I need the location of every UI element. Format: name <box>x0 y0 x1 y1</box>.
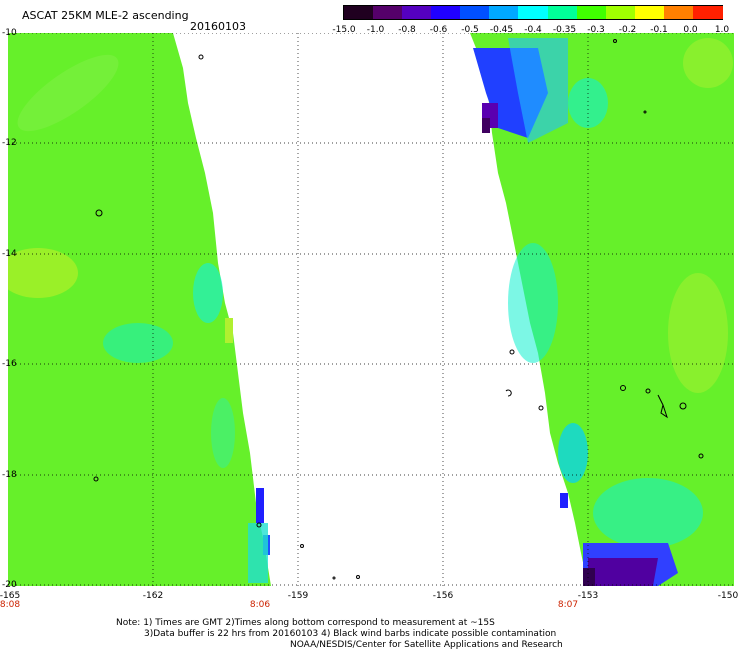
purple-cell <box>482 118 490 133</box>
colorbar-segment <box>605 6 636 19</box>
patch <box>8 248 78 298</box>
left-swath <box>8 33 271 586</box>
colorbar-tick-label: -0.35 <box>552 25 577 35</box>
chart-title: ASCAT 25KM MLE-2 ascending <box>22 9 189 22</box>
colorbar-tick-label: -0.8 <box>398 25 416 35</box>
colorbar-tick-label: -0.1 <box>650 25 668 35</box>
colorbar-tick-label: -0.6 <box>429 25 448 35</box>
purple-cell <box>583 568 595 586</box>
colorbar <box>343 5 723 20</box>
cyan-cell <box>248 523 268 583</box>
blue-cell <box>256 488 264 523</box>
lon-label: -156 <box>432 591 454 601</box>
lat-label: -10 <box>2 28 17 38</box>
colorbar-tick-label: -1.0 <box>366 25 385 35</box>
footer-credit: NOAA/NESDIS/Center for Satellite Applica… <box>290 640 563 650</box>
time-label: 8:08 <box>0 600 21 610</box>
colorbar-tick-label: -0.5 <box>461 25 479 35</box>
blue-cell <box>560 493 568 508</box>
colorbar-segment <box>344 6 375 19</box>
colorbar-segment <box>576 6 607 19</box>
colorbar-segment <box>460 6 491 19</box>
patch <box>193 263 223 323</box>
colorbar-tick-label: -15.0 <box>332 25 356 35</box>
colorbar-segment <box>547 6 578 19</box>
cyan-patch <box>593 478 703 548</box>
grid <box>8 33 734 586</box>
lon-label: -162 <box>142 591 164 601</box>
colorbar-tick-label: 1.0 <box>714 25 730 35</box>
colorbar-segment <box>518 6 549 19</box>
time-label: 8:07 <box>557 600 579 610</box>
swath-map <box>8 33 734 586</box>
colorbar-segment <box>634 6 665 19</box>
lon-label: -165 <box>0 591 21 601</box>
lat-label: -14 <box>2 249 17 259</box>
cyan-patch <box>508 243 558 363</box>
lime-cell <box>225 318 233 343</box>
colorbar-segment <box>489 6 520 19</box>
lon-label: -159 <box>287 591 309 601</box>
chart-date: 20160103 <box>190 20 246 33</box>
purple-patch <box>588 558 658 586</box>
colorbar-segment <box>431 6 462 19</box>
colorbar-tick-label: 0.0 <box>683 25 698 35</box>
lon-label: -150 <box>717 591 739 601</box>
cyan-patch <box>558 423 588 483</box>
lat-label: -18 <box>2 470 17 480</box>
lon-label: -153 <box>577 591 599 601</box>
cyan-patch <box>568 78 608 128</box>
colorbar-segment <box>663 6 694 19</box>
map-plot <box>8 33 734 586</box>
lat-label: -12 <box>2 138 17 148</box>
patch <box>211 398 235 468</box>
cyan-patch <box>508 38 568 143</box>
colorbar-tick-label: -0.45 <box>489 25 514 35</box>
colorbar-tick-label: -0.3 <box>587 25 605 35</box>
lime-patch <box>683 38 733 88</box>
colorbar-segment <box>692 6 723 19</box>
colorbar-segment <box>373 6 404 19</box>
footer-note-line1: Note: 1) Times are GMT 2)Times along bot… <box>116 618 495 628</box>
islands <box>93 39 704 580</box>
time-label: 8:06 <box>249 600 271 610</box>
colorbar-segment <box>402 6 433 19</box>
lime-patch <box>668 273 728 393</box>
colorbar-tick-label: -0.4 <box>524 25 542 35</box>
lat-label: -20 <box>2 580 17 590</box>
lat-label: -16 <box>2 359 17 369</box>
patch <box>103 323 173 363</box>
colorbar-tick-label: -0.2 <box>618 25 637 35</box>
patch <box>17 54 119 132</box>
right-swath <box>470 33 734 586</box>
footer-note-line2: 3)Data buffer is 22 hrs from 20160103 4)… <box>144 629 557 639</box>
